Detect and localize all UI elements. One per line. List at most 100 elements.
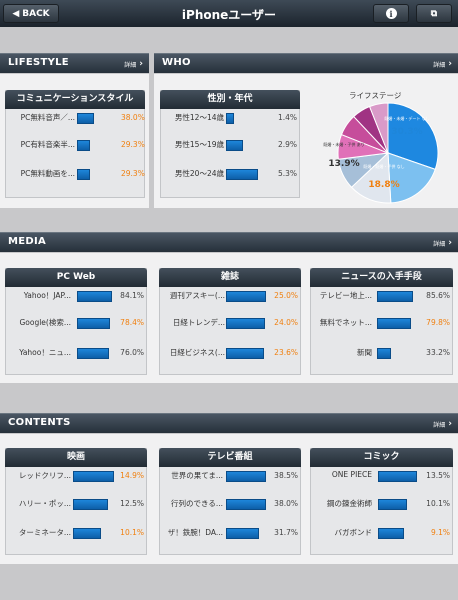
list-item[interactable]: 世界の果てま... 38.5% — [159, 468, 301, 484]
bar — [226, 348, 265, 359]
bar — [73, 471, 115, 482]
section-bar-contents: CONTENTS 詳細 › — [0, 413, 458, 433]
bar — [226, 291, 267, 302]
row-label: 男性15～19歳 — [174, 140, 224, 149]
row-percent: 33.2% — [426, 348, 450, 357]
row-label: Yahoo！JAP... — [23, 291, 71, 300]
card-title-magazine: 雑誌 — [159, 268, 301, 287]
chevron-right-icon: › — [448, 238, 452, 248]
who-detail-link[interactable]: 詳細 › — [433, 59, 452, 69]
pie-slice-0 — [387, 102, 439, 170]
contents-detail-link[interactable]: 詳細 › — [433, 419, 452, 429]
list-item[interactable]: Yahoo！JAP... 84.1% — [5, 288, 147, 304]
pie-label-sub-2: 既婚・未婚・子供 あり — [323, 141, 364, 147]
row-percent: 10.1% — [426, 499, 450, 508]
back-arrow-icon: ◀ — [12, 8, 20, 19]
list-item[interactable]: Google(検索... 78.4% — [5, 315, 147, 331]
row-percent: 38.0% — [121, 113, 145, 122]
list-item[interactable]: レッドクリフ... 14.9% — [5, 468, 147, 484]
bar — [77, 318, 110, 329]
row-percent: 38.5% — [274, 471, 298, 480]
back-button[interactable]: ◀ BACK — [3, 4, 59, 23]
list-item[interactable]: PC無料音声／... 38.0% — [5, 110, 145, 126]
list-item[interactable]: 男性15～19歳 2.9% — [160, 137, 300, 153]
card-title-movie: 映画 — [5, 448, 147, 467]
bar — [77, 113, 95, 124]
row-percent: 2.9% — [277, 140, 297, 149]
row-label: 週刊アスキー(... — [169, 291, 225, 300]
row-percent: 13.5% — [426, 471, 450, 480]
list-item[interactable]: 日経トレンデ... 24.0% — [159, 315, 301, 331]
lifestyle-detail-link[interactable]: 詳細 › — [124, 59, 143, 69]
row-percent: 84.1% — [120, 291, 144, 300]
bar — [77, 291, 113, 302]
row-label: 無料でネット... — [319, 318, 372, 327]
row-label: 新聞 — [357, 348, 372, 357]
card-title-comic: コミック — [310, 448, 453, 467]
info-button[interactable]: i — [373, 4, 409, 23]
row-label: PC無料音声／... — [20, 113, 75, 122]
card-title-tv: テレビ番組 — [159, 448, 301, 467]
list-item[interactable]: テレビー地上... 85.6% — [310, 288, 453, 304]
row-label: 鋼の錬金術師 — [327, 499, 372, 508]
list-item[interactable]: 無料でネット... 79.8% — [310, 315, 453, 331]
bar — [226, 318, 265, 329]
row-label: Google(検索... — [19, 318, 71, 327]
list-item[interactable]: Yahoo！ニュ... 76.0% — [5, 345, 147, 361]
list-item[interactable]: 男性20～24歳 5.3% — [160, 166, 300, 182]
bar — [77, 348, 109, 359]
row-percent: 85.6% — [426, 291, 450, 300]
row-percent: 25.0% — [274, 291, 298, 300]
list-item[interactable]: PC無料動画を... 29.3% — [5, 166, 145, 182]
bar — [73, 528, 101, 539]
list-item[interactable]: 新聞 33.2% — [310, 345, 453, 361]
bar — [378, 528, 405, 539]
row-percent: 29.3% — [121, 140, 145, 149]
section-title-lifestyle: LIFESTYLE — [8, 57, 69, 68]
share-button[interactable]: ⧉ — [416, 4, 452, 23]
section-title-who: WHO — [162, 57, 191, 68]
row-percent: 29.3% — [121, 169, 145, 178]
share-icon: ⧉ — [430, 8, 438, 19]
list-item[interactable]: ハリー・ポッ... 12.5% — [5, 496, 147, 512]
list-item[interactable]: 日経ビジネス(... 23.6% — [159, 345, 301, 361]
pie-slice-1 — [387, 152, 436, 204]
bar — [226, 528, 260, 539]
chevron-right-icon: › — [139, 59, 143, 69]
row-label: ザ！鉄腕！DA... — [167, 528, 223, 537]
row-percent: 23.6% — [274, 348, 298, 357]
media-detail-link[interactable]: 詳細 › — [433, 238, 452, 248]
bar — [377, 291, 413, 302]
bar — [77, 140, 91, 151]
bar — [378, 499, 408, 510]
list-item[interactable]: ザ！鉄腕！DA... 31.7% — [159, 525, 301, 541]
bar — [73, 499, 108, 510]
row-percent: 31.7% — [274, 528, 298, 537]
row-label: PC有料音楽半... — [20, 140, 75, 149]
list-item[interactable]: 週刊アスキー(... 25.0% — [159, 288, 301, 304]
list-item[interactable]: 男性12～14歳 1.4% — [160, 110, 300, 126]
row-percent: 12.5% — [120, 499, 144, 508]
list-item[interactable]: ターミネータ... 10.1% — [5, 525, 147, 541]
section-bar-who: WHO 詳細 › — [154, 53, 458, 73]
list-item[interactable]: PC有料音楽半... 29.3% — [5, 137, 145, 153]
row-label: 日経ビジネス(... — [169, 348, 225, 357]
chevron-right-icon: › — [448, 59, 452, 69]
list-item[interactable]: ONE PIECE 13.5% — [310, 468, 453, 484]
list-item[interactable]: 行列のできる... 38.0% — [159, 496, 301, 512]
row-label: PC無料動画を... — [20, 169, 75, 178]
row-label: 日経トレンデ... — [172, 318, 225, 327]
row-percent: 10.1% — [120, 528, 144, 537]
pie-label-sub-0: 既婚・未婚・デート なし — [384, 115, 429, 121]
row-percent: 14.9% — [120, 471, 144, 480]
bar — [226, 140, 244, 151]
card-title-pcweb: PC Web — [5, 268, 147, 287]
list-item[interactable]: バガボンド 9.1% — [310, 525, 453, 541]
row-label: ONE PIECE — [331, 470, 372, 479]
list-item[interactable]: 鋼の錬金術師 10.1% — [310, 496, 453, 512]
bar — [226, 499, 266, 510]
row-percent: 76.0% — [120, 348, 144, 357]
bar — [226, 471, 267, 482]
row-percent: 5.3% — [277, 169, 297, 178]
card-title-comm: コミュニケーションスタイル — [5, 90, 145, 109]
